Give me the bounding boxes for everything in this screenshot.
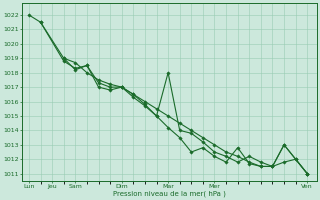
X-axis label: Pression niveau de la mer( hPa ): Pression niveau de la mer( hPa )	[113, 190, 226, 197]
